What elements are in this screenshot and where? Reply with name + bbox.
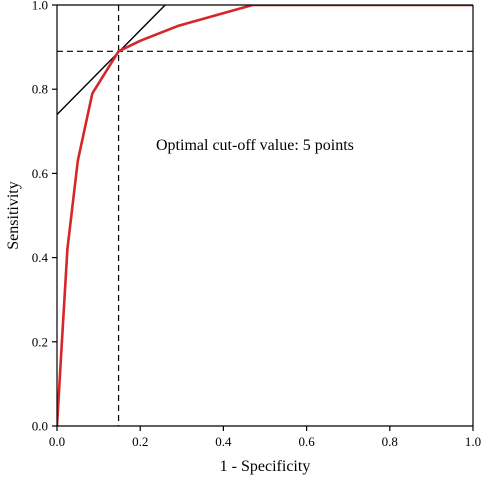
y-axis-title: Sensitivity [5, 181, 22, 249]
plot-area [57, 5, 473, 426]
tangent-line [57, 5, 166, 115]
roc-curve-line-0 [57, 5, 473, 426]
x-axis-title: 1 - Specificity [220, 458, 311, 475]
y-tick-label: 0.8 [32, 82, 48, 97]
x-tick-label: 0.2 [132, 434, 148, 449]
axis-ticks: 0.0 0.2 0.4 0.6 0.8 1.0 0.0 0.2 0.4 0.6 0.8 1.0 [32, 0, 481, 449]
chart-annotation: Optimal cut-off value: 5 points [156, 137, 354, 154]
x-tick-label: 0.0 [49, 434, 65, 449]
y-tick-label: 0.0 [32, 419, 48, 434]
y-tick-label: 0.2 [32, 334, 48, 349]
y-tick-label: 0.6 [32, 166, 49, 181]
x-tick-label: 0.4 [215, 434, 232, 449]
y-tick-label: 1.0 [32, 0, 48, 13]
x-tick-label: 0.6 [298, 434, 315, 449]
x-tick-label: 0.8 [382, 434, 398, 449]
y-tick-label: 0.4 [32, 250, 49, 265]
x-tick-label: 1.0 [465, 434, 481, 449]
